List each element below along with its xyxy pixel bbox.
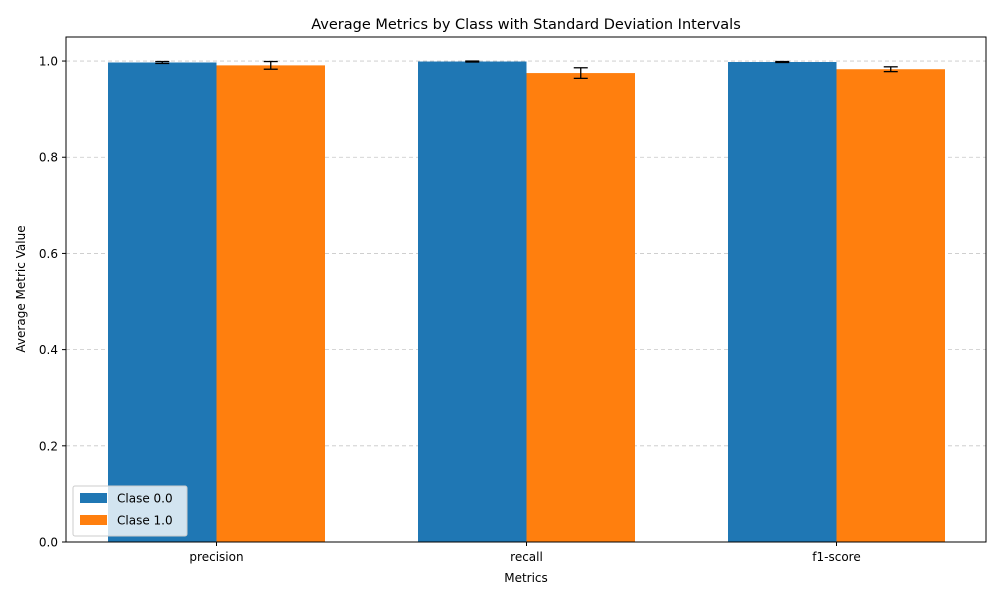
bar-precision-series-1: [217, 65, 326, 542]
bar-recall-series-0: [418, 62, 527, 542]
legend-label-clase-0: Clase 0.0: [117, 492, 173, 506]
x-axis: precision recall f1-score: [189, 542, 860, 564]
x-tick-label-precision: precision: [189, 550, 243, 564]
legend-swatch-clase-0: [80, 493, 107, 503]
x-tick-label-f1-score: f1-score: [812, 550, 860, 564]
bar-f1-score-series-1: [837, 69, 946, 542]
y-tick-label: 0.6: [39, 247, 58, 261]
y-tick-label: 0.8: [39, 151, 58, 165]
x-axis-label: Metrics: [504, 571, 548, 585]
bar-recall-series-1: [527, 73, 636, 542]
legend: Clase 0.0 Clase 1.0: [73, 486, 187, 536]
chart-title: Average Metrics by Class with Standard D…: [311, 17, 741, 33]
x-tick-label-recall: recall: [510, 550, 543, 564]
bar-f1-score-series-0: [728, 62, 837, 542]
bar-precision-series-0: [108, 62, 217, 542]
y-tick-label: 0.2: [39, 439, 58, 453]
bars: [108, 62, 945, 542]
legend-swatch-clase-1: [80, 515, 107, 525]
y-tick-label: 0.4: [39, 343, 58, 357]
y-axis: 0.0 0.2 0.4 0.6 0.8 1.0: [39, 55, 66, 550]
y-tick-label: 1.0: [39, 55, 58, 69]
y-tick-label: 0.0: [39, 536, 58, 550]
legend-label-clase-1: Clase 1.0: [117, 514, 173, 528]
y-axis-label: Average Metric Value: [14, 225, 28, 352]
